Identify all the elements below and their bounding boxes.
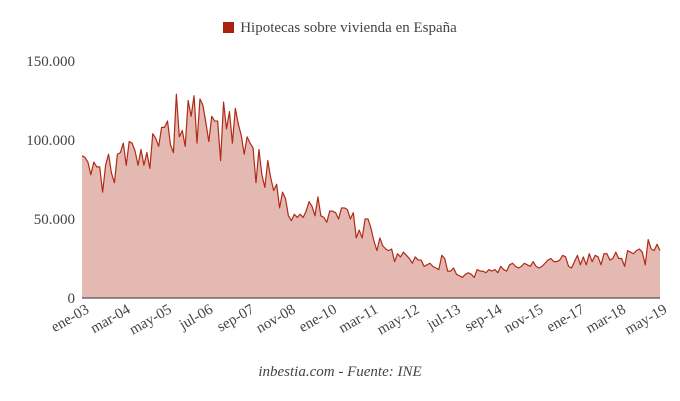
series-line bbox=[81, 93, 661, 279]
x-tick-label: ene-10 bbox=[296, 302, 339, 336]
y-tick-label: 0 bbox=[68, 291, 76, 307]
x-tick-label: jul-13 bbox=[424, 302, 464, 334]
y-tick-label: 100.000 bbox=[26, 133, 75, 149]
chart-legend[interactable]: Hipotecas sobre vivienda en España bbox=[0, 20, 680, 37]
x-tick-label: sep-14 bbox=[462, 301, 505, 335]
x-tick-label: may-19 bbox=[622, 302, 670, 339]
y-tick-label: 50.000 bbox=[34, 212, 75, 228]
x-tick-label: may-12 bbox=[375, 302, 423, 339]
x-tick-label: jul-06 bbox=[176, 301, 216, 334]
x-tick-label: may-05 bbox=[127, 302, 175, 339]
series-area bbox=[82, 94, 660, 299]
legend-swatch bbox=[223, 22, 235, 33]
x-tick-label: mar-11 bbox=[336, 302, 381, 337]
legend-label: Hipotecas sobre vivienda en España bbox=[240, 20, 457, 36]
x-tick-label: sep-07 bbox=[215, 301, 258, 335]
chart-source-footer: inbestia.com - Fuente: INE bbox=[258, 364, 422, 380]
x-tick-label: mar-04 bbox=[88, 301, 134, 337]
x-tick-label: mar-18 bbox=[583, 302, 628, 337]
x-tick-label: ene-17 bbox=[544, 301, 588, 336]
x-tick-label: nov-08 bbox=[254, 302, 299, 337]
x-tick-label: nov-15 bbox=[501, 302, 546, 337]
y-tick-label: 150.000 bbox=[26, 54, 75, 70]
